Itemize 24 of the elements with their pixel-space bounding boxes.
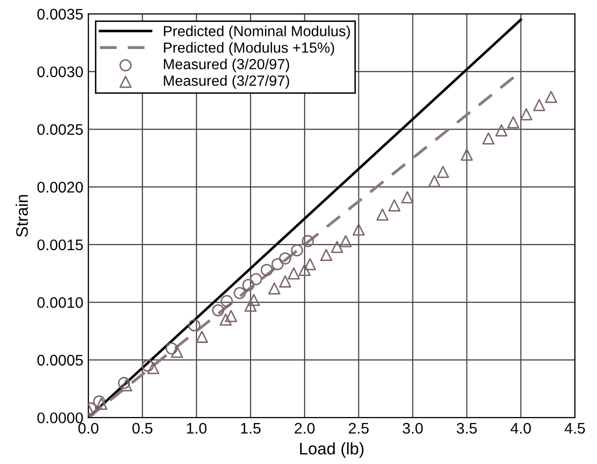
y-tick-label: 0.0010	[37, 297, 83, 308]
x-tick-label: 3.5	[456, 422, 477, 434]
x-tick-label: 2.5	[348, 422, 369, 434]
legend-label: Measured (3/27/97)	[164, 75, 290, 89]
y-tick-label: 0.0005	[37, 354, 83, 366]
legend-label: Predicted (Nominal Modulus)	[164, 26, 350, 40]
x-tick-label: 2.0	[294, 422, 315, 434]
y-tick-label: 0.0020	[37, 182, 83, 193]
y-tick-label: 0.0035	[37, 8, 83, 20]
x-tick-label: 0.5	[132, 422, 152, 434]
x-axis-title: Load (lb)	[300, 442, 364, 458]
y-tick-label: 0.0025	[37, 124, 83, 135]
y-tick-label: 0.0030	[37, 66, 83, 78]
x-tick-label: 0.0	[78, 422, 98, 434]
x-tick-label: 4.5	[564, 423, 585, 434]
x-tick-label: 1.5	[241, 423, 261, 434]
legend-label: Measured (3/20/97)	[164, 58, 290, 72]
x-tick-label: 3.0	[402, 422, 423, 434]
x-tick-label: 1.0	[187, 422, 206, 434]
legend-label: Predicted (Modulus +15%)	[164, 42, 334, 56]
y-tick-label: 0.0015	[37, 239, 83, 250]
y-tick-label: 0.0000	[37, 412, 83, 424]
x-tick-label: 4.0	[510, 422, 531, 434]
y-axis-title: Strain	[16, 195, 28, 237]
